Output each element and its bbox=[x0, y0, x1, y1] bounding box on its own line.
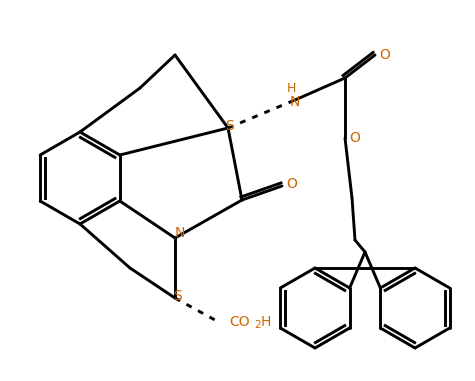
Text: H: H bbox=[261, 315, 271, 329]
Text: S: S bbox=[226, 119, 234, 133]
Text: H: H bbox=[286, 82, 295, 94]
Text: N: N bbox=[290, 95, 300, 109]
Text: O: O bbox=[350, 131, 361, 145]
Text: N: N bbox=[175, 226, 185, 240]
Text: O: O bbox=[286, 177, 297, 191]
Text: S: S bbox=[172, 289, 181, 303]
Text: O: O bbox=[380, 48, 390, 62]
Text: 2: 2 bbox=[255, 320, 261, 330]
Text: CO: CO bbox=[230, 315, 250, 329]
